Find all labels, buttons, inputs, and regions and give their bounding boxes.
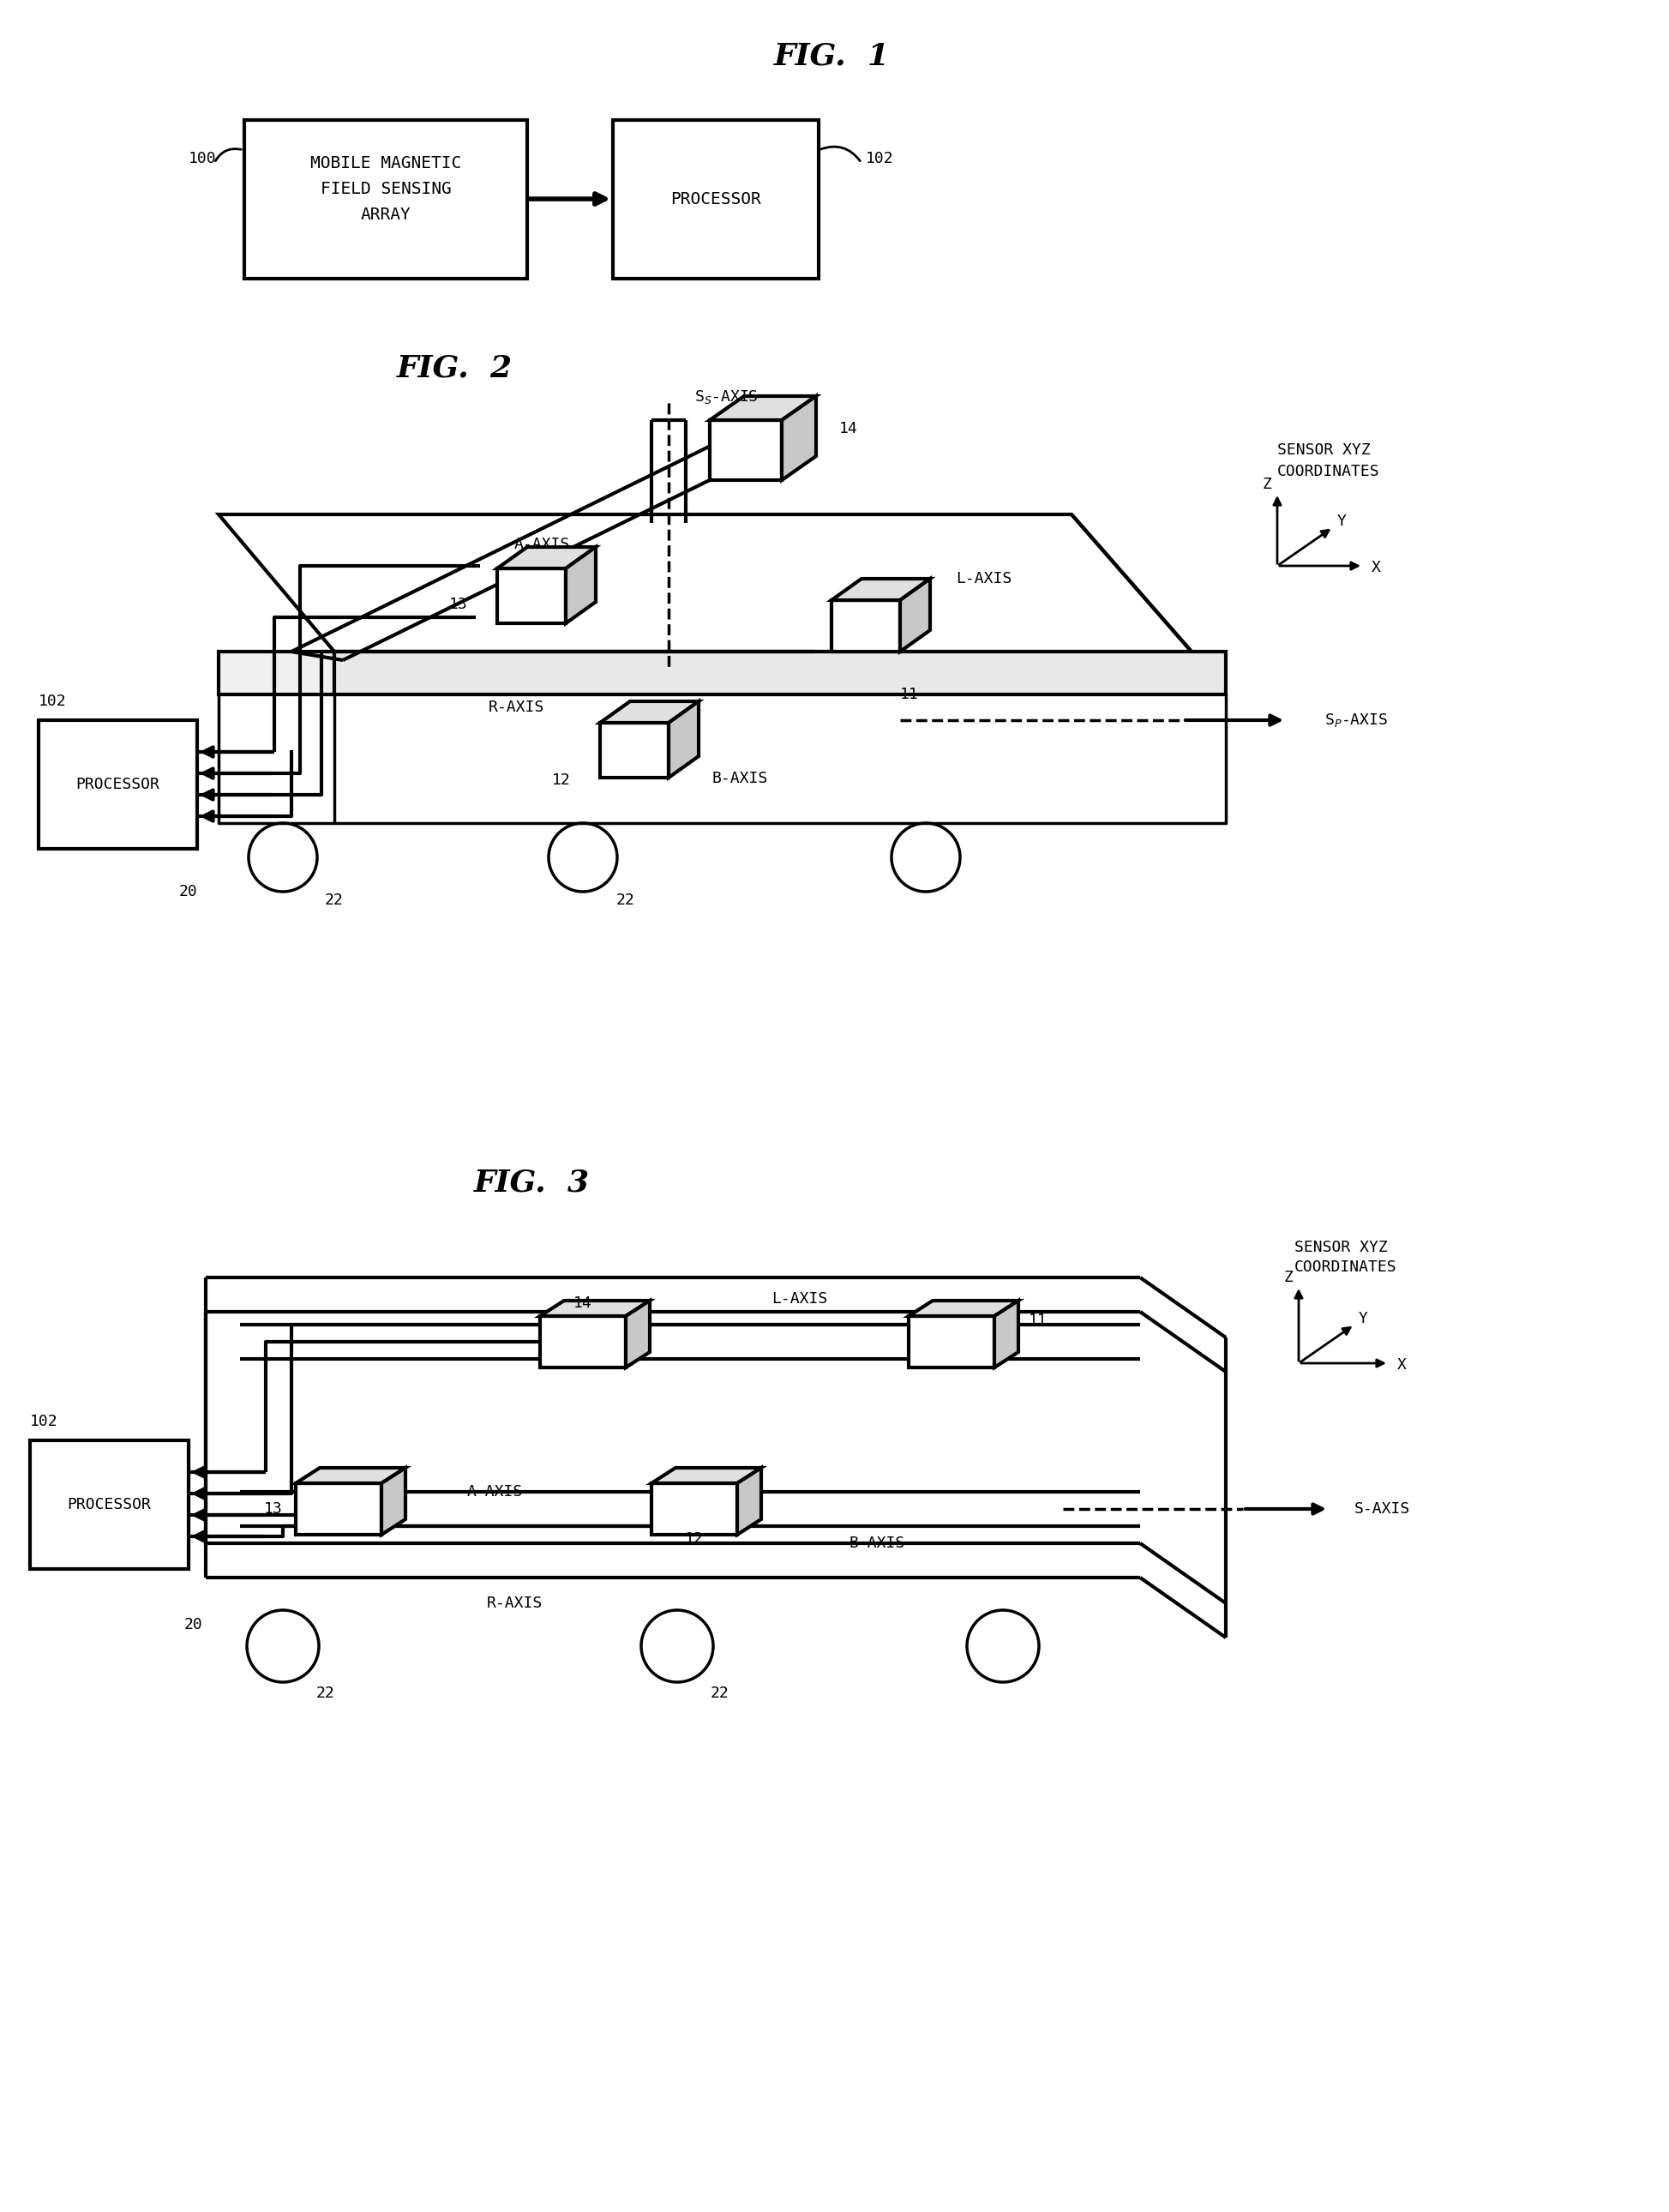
Circle shape: [641, 1610, 713, 1681]
Text: 102: 102: [866, 150, 895, 166]
Polygon shape: [601, 701, 699, 723]
Polygon shape: [541, 1316, 626, 1367]
Text: 102: 102: [30, 1413, 58, 1429]
Text: 20: 20: [179, 885, 199, 900]
Polygon shape: [900, 580, 930, 653]
Circle shape: [549, 823, 618, 891]
Text: FIG.  2: FIG. 2: [397, 354, 512, 383]
Text: Y: Y: [1359, 1312, 1367, 1327]
Text: X: X: [1372, 560, 1380, 575]
Polygon shape: [382, 1469, 406, 1535]
Circle shape: [247, 1610, 319, 1681]
Polygon shape: [908, 1301, 1018, 1316]
Polygon shape: [831, 599, 900, 653]
Polygon shape: [908, 1316, 995, 1367]
Text: FIG.  1: FIG. 1: [774, 42, 890, 71]
Circle shape: [249, 823, 317, 891]
Text: Z: Z: [1283, 1270, 1293, 1285]
Polygon shape: [295, 1484, 382, 1535]
Bar: [244, 119, 527, 279]
Text: SENSOR XYZ: SENSOR XYZ: [1295, 1239, 1387, 1254]
Text: 22: 22: [317, 1686, 335, 1701]
Polygon shape: [497, 546, 596, 568]
Polygon shape: [651, 1469, 761, 1484]
Text: 14: 14: [840, 420, 858, 436]
Polygon shape: [831, 580, 930, 599]
Text: R-AXIS: R-AXIS: [489, 699, 544, 714]
Circle shape: [891, 823, 960, 891]
Polygon shape: [334, 653, 1225, 695]
Text: 12: 12: [684, 1531, 704, 1546]
Text: B-AXIS: B-AXIS: [848, 1535, 905, 1551]
Text: 22: 22: [325, 891, 344, 907]
Text: 11: 11: [1028, 1312, 1048, 1327]
Polygon shape: [601, 723, 669, 779]
Text: L-AXIS: L-AXIS: [956, 571, 1011, 586]
Text: 13: 13: [264, 1502, 282, 1517]
Text: PROCESSOR: PROCESSOR: [671, 190, 761, 208]
Text: A-AXIS: A-AXIS: [514, 538, 571, 553]
Text: S$_S$-AXIS: S$_S$-AXIS: [694, 389, 758, 405]
Bar: [38, 721, 197, 849]
Text: X: X: [1397, 1358, 1407, 1374]
Text: Y: Y: [1337, 513, 1347, 529]
Text: COORDINATES: COORDINATES: [1277, 465, 1380, 480]
Text: B-AXIS: B-AXIS: [711, 770, 768, 785]
Polygon shape: [709, 420, 781, 480]
Polygon shape: [219, 653, 334, 695]
Circle shape: [966, 1610, 1038, 1681]
Polygon shape: [219, 515, 1192, 653]
Text: A-AXIS: A-AXIS: [467, 1484, 522, 1500]
Text: 100: 100: [189, 150, 217, 166]
Text: 102: 102: [38, 695, 67, 710]
Text: R-AXIS: R-AXIS: [486, 1595, 542, 1610]
Text: ARRAY: ARRAY: [361, 206, 411, 223]
Polygon shape: [709, 396, 816, 420]
Polygon shape: [651, 1484, 738, 1535]
Text: 14: 14: [574, 1296, 592, 1312]
Text: L-AXIS: L-AXIS: [771, 1292, 828, 1307]
Bar: [613, 119, 818, 279]
Polygon shape: [497, 568, 566, 624]
Text: PROCESSOR: PROCESSOR: [67, 1498, 150, 1513]
Polygon shape: [541, 1301, 649, 1316]
Polygon shape: [566, 546, 596, 624]
Polygon shape: [669, 701, 699, 779]
Text: FIG.  3: FIG. 3: [474, 1168, 589, 1197]
Text: FIELD SENSING: FIELD SENSING: [320, 181, 451, 197]
Text: S-AXIS: S-AXIS: [1355, 1502, 1410, 1517]
Bar: [30, 1440, 189, 1568]
Text: S$_P$-AXIS: S$_P$-AXIS: [1325, 712, 1389, 728]
Text: PROCESSOR: PROCESSOR: [75, 776, 159, 792]
Text: 13: 13: [449, 597, 467, 613]
Polygon shape: [738, 1469, 761, 1535]
Text: MOBILE MAGNETIC: MOBILE MAGNETIC: [310, 155, 461, 170]
Polygon shape: [295, 1469, 406, 1484]
Polygon shape: [781, 396, 816, 480]
Text: 20: 20: [184, 1617, 202, 1632]
Text: COORDINATES: COORDINATES: [1295, 1259, 1397, 1274]
Polygon shape: [626, 1301, 649, 1367]
Text: 22: 22: [711, 1686, 729, 1701]
Text: 12: 12: [552, 772, 571, 787]
Polygon shape: [995, 1301, 1018, 1367]
Text: Z: Z: [1262, 478, 1272, 491]
Text: 11: 11: [900, 686, 918, 701]
Text: SENSOR XYZ: SENSOR XYZ: [1277, 442, 1370, 458]
Text: 22: 22: [616, 891, 636, 907]
